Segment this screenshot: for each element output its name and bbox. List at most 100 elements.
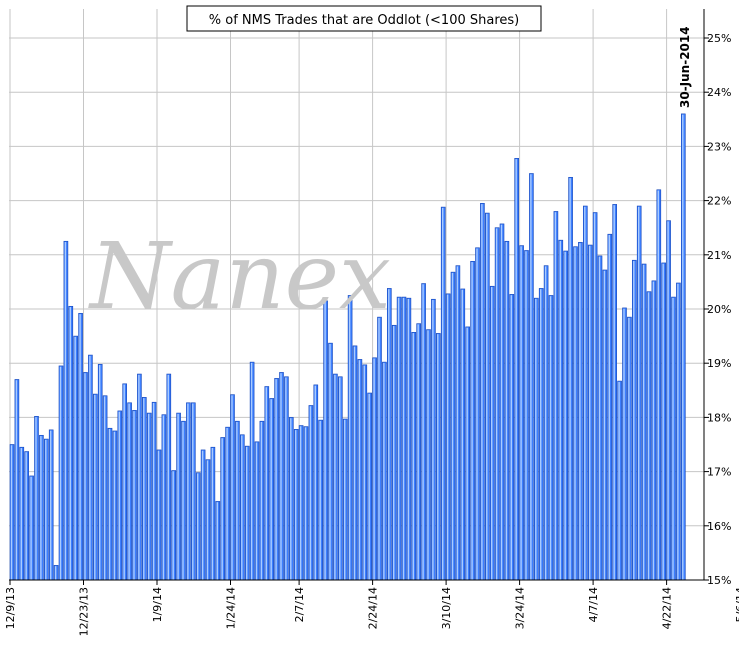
data-bar-highlight	[500, 224, 503, 580]
data-bar-highlight	[417, 324, 419, 580]
data-bar-highlight	[246, 446, 248, 580]
data-bar-highlight	[667, 221, 669, 581]
data-bar-highlight	[113, 431, 116, 580]
data-bar-highlight	[45, 439, 47, 580]
data-bar-highlight	[94, 394, 96, 580]
data-bar-highlight	[54, 566, 57, 580]
data-bar-highlight	[544, 266, 547, 580]
data-bar-highlight	[84, 373, 86, 580]
data-bar-highlight	[593, 213, 596, 580]
data-bar-highlight	[618, 381, 620, 580]
data-bar-highlight	[520, 246, 522, 581]
x-tick-label: 3/10/14	[440, 587, 453, 629]
data-bar-highlight	[226, 427, 228, 580]
data-bar-highlight	[128, 403, 130, 580]
data-bar-highlight	[378, 317, 380, 580]
data-bar-highlight	[299, 426, 302, 580]
data-bar-highlight	[584, 206, 586, 580]
data-bar-highlight	[280, 373, 282, 580]
data-bar-highlight	[456, 266, 459, 580]
data-bar-highlight	[35, 417, 37, 580]
x-tick-label: 1/24/14	[225, 587, 238, 629]
data-bar-highlight	[40, 436, 42, 580]
last-bar-date-annotation: 30-Jun-2014	[678, 26, 692, 108]
data-bar-highlight	[187, 403, 189, 580]
data-bar-highlight	[564, 251, 566, 580]
data-bar-highlight	[437, 334, 439, 580]
data-bar-highlight	[30, 476, 32, 580]
data-bar-highlight	[319, 420, 321, 580]
y-tick-labels: 15% 16% 17% 18% 19% 20% 21% 22% 23% 24% 25%	[707, 32, 731, 587]
data-bar-highlight	[231, 395, 233, 580]
data-bar-highlight	[69, 307, 71, 580]
data-bar-highlight	[677, 283, 679, 580]
data-bar-highlight	[638, 206, 640, 580]
data-bar-highlight	[579, 243, 581, 580]
x-tick-label: 5/6/14	[734, 587, 739, 622]
data-bar-highlight	[353, 346, 356, 580]
data-bar-highlight	[446, 294, 449, 580]
data-bar-highlight	[15, 380, 18, 580]
data-bar-highlight	[491, 287, 493, 580]
data-bar-highlight	[412, 333, 414, 580]
data-bar-highlight	[201, 450, 204, 580]
data-bar-highlight	[157, 450, 160, 580]
data-bar-highlight	[402, 297, 405, 580]
data-bar-highlight	[647, 292, 650, 580]
data-bar-highlight	[314, 385, 316, 580]
data-bar-highlight	[608, 235, 610, 580]
x-tick-label: 4/7/14	[587, 587, 600, 622]
data-bar-highlight	[304, 427, 307, 580]
data-bar-highlight	[559, 240, 561, 580]
data-bar-highlight	[598, 256, 601, 580]
data-bar-highlight	[103, 396, 106, 580]
data-bar-highlight	[339, 377, 341, 580]
data-bar-highlight	[172, 471, 174, 580]
data-bar-highlight	[123, 384, 125, 580]
data-bar-highlight	[505, 242, 508, 581]
data-bar-highlight	[108, 429, 111, 580]
data-bar-highlight	[652, 281, 655, 580]
data-bar-highlight	[662, 263, 664, 580]
data-bar-highlight	[324, 301, 326, 580]
data-bar-highlight	[270, 399, 272, 580]
data-bar-highlight	[255, 442, 258, 580]
data-bar-highlight	[148, 413, 150, 580]
y-tick-label: 20%	[707, 303, 731, 316]
data-bar-highlight	[368, 393, 370, 580]
x-tick-label: 2/7/14	[293, 587, 306, 622]
data-bar-highlight	[540, 289, 542, 580]
data-bar-highlight	[525, 251, 527, 580]
data-bar-highlight	[216, 502, 218, 580]
data-bar-highlight	[569, 178, 571, 580]
data-bar-highlight	[554, 212, 557, 581]
y-tick-label: 23%	[707, 140, 731, 153]
axes	[9, 9, 709, 585]
data-bar-highlight	[295, 430, 297, 580]
data-bar-highlight	[133, 411, 135, 580]
data-bar-highlight	[407, 298, 410, 580]
data-bar-highlight	[363, 365, 365, 580]
data-bar-highlight	[285, 377, 287, 580]
data-bar-highlight	[589, 245, 591, 580]
data-bar-highlight	[613, 205, 615, 580]
data-bar-highlight	[397, 297, 400, 580]
data-bar-highlight	[10, 445, 13, 580]
data-bar-highlight	[50, 430, 52, 580]
data-bar-highlight	[623, 308, 625, 580]
data-bar-highlight	[461, 289, 463, 580]
data-bar-highlight	[20, 448, 22, 580]
data-bar-highlight	[682, 114, 684, 581]
data-bar-highlight	[603, 270, 606, 580]
data-bar-highlight	[466, 327, 468, 580]
data-bar-highlight	[192, 403, 194, 580]
data-bar-highlight	[74, 336, 76, 580]
data-bar-highlight	[373, 358, 375, 580]
bar-series	[9, 113, 686, 581]
data-bar-highlight	[535, 298, 537, 580]
data-bar-highlight	[329, 343, 331, 580]
data-bar-highlight	[197, 473, 199, 580]
data-bar-highlight	[358, 360, 361, 580]
data-bar-highlight	[633, 261, 635, 580]
data-bar-highlight	[471, 262, 473, 580]
